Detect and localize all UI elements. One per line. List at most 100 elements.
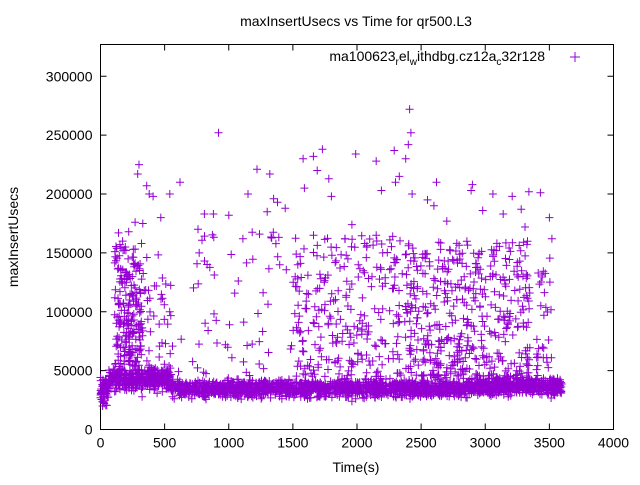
data-point <box>498 357 507 365</box>
data-point <box>134 325 143 334</box>
data-point <box>417 324 426 333</box>
data-point <box>318 145 327 154</box>
data-point <box>413 266 422 275</box>
data-point <box>486 272 495 281</box>
data-point <box>149 192 158 201</box>
data-point <box>426 356 435 365</box>
y-tick-label: 100000 <box>46 304 93 320</box>
data-point <box>369 387 378 396</box>
data-point <box>524 318 533 327</box>
data-point <box>155 320 164 329</box>
data-point <box>266 393 275 402</box>
data-point <box>523 294 532 303</box>
data-point <box>219 379 228 388</box>
data-point <box>516 362 525 371</box>
data-point <box>143 315 152 324</box>
data-point <box>140 375 149 384</box>
data-point <box>124 301 133 310</box>
data-point <box>188 387 197 396</box>
data-point <box>372 231 381 240</box>
data-point <box>363 330 372 339</box>
data-point <box>96 373 105 382</box>
data-point <box>519 238 528 247</box>
data-point <box>501 337 510 346</box>
data-point <box>385 380 394 389</box>
data-point <box>450 378 459 386</box>
data-point <box>124 332 133 341</box>
data-point <box>370 304 379 313</box>
data-point <box>533 361 542 370</box>
data-point <box>429 201 438 210</box>
data-point <box>486 390 495 398</box>
data-point <box>464 286 473 295</box>
data-point <box>327 393 336 402</box>
data-point <box>423 195 432 204</box>
data-point <box>462 262 471 271</box>
data-point <box>125 357 134 366</box>
data-point <box>144 361 153 370</box>
data-point <box>434 256 443 265</box>
data-point <box>129 377 138 386</box>
data-point <box>429 283 438 292</box>
data-point <box>515 241 524 250</box>
data-point <box>152 282 161 290</box>
data-point <box>478 351 487 360</box>
data-point <box>496 307 505 316</box>
data-point <box>476 302 484 311</box>
data-point <box>521 251 530 260</box>
data-point <box>378 360 387 369</box>
data-point <box>188 357 197 366</box>
data-point <box>458 259 467 268</box>
data-point <box>544 388 553 397</box>
data-point <box>487 300 496 309</box>
data-point <box>343 254 352 263</box>
data-point <box>193 259 201 268</box>
data-point <box>434 238 443 247</box>
data-point <box>114 371 123 379</box>
data-point <box>326 314 335 323</box>
data-point <box>133 300 142 309</box>
x-axis-label: Time(s) <box>333 459 380 475</box>
data-point <box>391 379 400 388</box>
data-point <box>365 382 374 391</box>
data-point <box>436 385 445 394</box>
data-point <box>118 365 127 374</box>
data-point <box>311 340 319 349</box>
data-point <box>525 343 534 352</box>
data-point <box>370 341 379 350</box>
data-point <box>320 372 329 381</box>
data-point <box>335 369 343 378</box>
data-point <box>353 324 362 332</box>
data-point <box>508 331 517 339</box>
data-point <box>305 389 314 398</box>
data-point <box>541 303 550 312</box>
data-point <box>463 241 472 250</box>
data-point <box>411 294 420 303</box>
data-point <box>146 327 155 336</box>
data-point <box>331 295 340 304</box>
data-point <box>513 270 521 279</box>
data-point <box>110 369 119 377</box>
data-point <box>110 387 119 396</box>
data-point <box>141 378 150 387</box>
legend-marker <box>570 52 580 62</box>
data-point <box>517 353 526 362</box>
data-point <box>234 383 243 392</box>
data-point <box>463 315 472 324</box>
data-point <box>539 267 548 276</box>
data-point <box>348 235 357 244</box>
data-point <box>369 377 378 386</box>
data-point <box>282 391 291 400</box>
data-point <box>360 394 369 403</box>
data-point <box>302 297 311 306</box>
data-point <box>168 342 177 351</box>
data-point <box>411 384 420 392</box>
data-point <box>528 380 537 389</box>
data-point <box>532 335 541 344</box>
data-point <box>156 213 165 222</box>
data-point <box>324 319 333 328</box>
data-point <box>242 368 251 377</box>
data-point <box>271 239 280 248</box>
data-point <box>310 370 319 379</box>
axis-ticks: 0 500 1000 1500 2000 2500 3000 3500 4000 0 50000 10… <box>46 44 629 451</box>
